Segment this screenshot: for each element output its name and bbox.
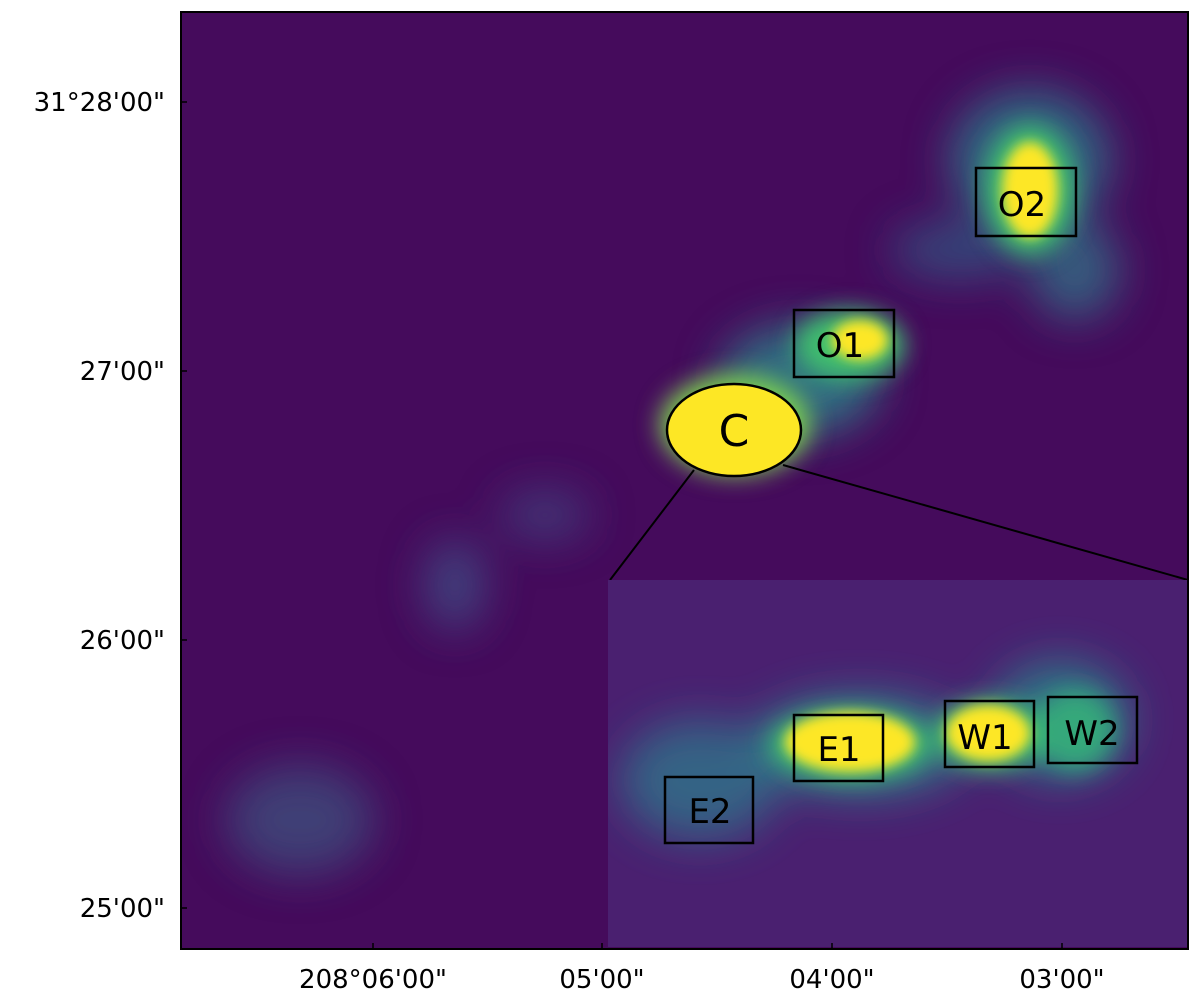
region-box-e2: E2 [663, 775, 755, 845]
region-box-e1: E1 [792, 713, 885, 783]
dec-tick-label: 31°28'00" [34, 88, 165, 118]
zoom-connector-right [782, 464, 1188, 581]
region-label-o1: O1 [816, 326, 864, 366]
zoom-inset: E2 E1 W1 W2 [608, 580, 1188, 947]
zoom-connector-left [609, 469, 695, 581]
ra-tick-label: 04'00" [789, 965, 874, 995]
region-label-w2: W2 [1064, 714, 1119, 754]
region-label-w1: W1 [957, 718, 1012, 758]
ra-tick-labels: 208°06'00" 05'00" 04'00" 03'00" [299, 965, 1105, 995]
dec-tick-labels: 31°28'00" 27'00" 26'00" 25'00" [34, 88, 165, 924]
ra-tick-label: 05'00" [559, 965, 644, 995]
region-label-e2: E2 [688, 792, 731, 832]
plot-frame [180, 11, 1189, 950]
region-label-o2: O2 [998, 185, 1046, 225]
core-label: C [719, 406, 750, 457]
region-box-w1: W1 [943, 699, 1036, 769]
region-label-e1: E1 [817, 730, 860, 770]
region-box-w2: W2 [1046, 695, 1139, 765]
dec-tick-label: 26'00" [80, 626, 165, 656]
ra-tick-label: 208°06'00" [299, 965, 447, 995]
x-ticks [372, 943, 1063, 949]
ra-tick-label: 03'00" [1019, 965, 1104, 995]
region-box-o2: O2 [974, 166, 1078, 238]
y-ticks [181, 101, 187, 909]
dec-tick-label: 25'00" [80, 894, 165, 924]
region-box-o1: O1 [792, 308, 896, 379]
core-ellipse [665, 382, 803, 478]
bright-knots [832, 142, 1058, 360]
dec-tick-label: 27'00" [80, 357, 165, 387]
